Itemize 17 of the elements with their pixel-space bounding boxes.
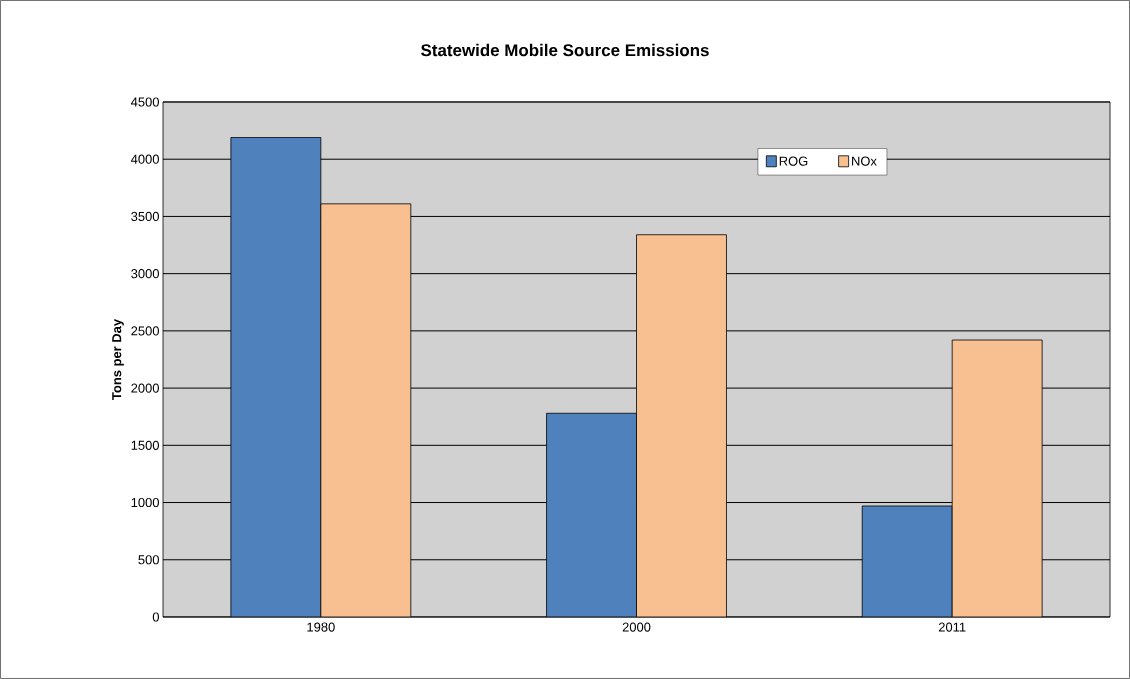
y-tick-label: 4500 (130, 97, 159, 107)
x-tick-label: 2000 (622, 622, 651, 632)
y-tick-label: 3500 (131, 211, 159, 222)
y-tick-label: 500 (138, 555, 159, 565)
y-tick-label: 4000 (130, 154, 159, 164)
y-tick-label: 1000 (131, 497, 159, 508)
legend-label: NOx (852, 156, 877, 166)
x-tick-label: 2011 (938, 622, 966, 632)
y-axis-title: Tons per Day (112, 319, 124, 400)
y-tick-label: 2000 (131, 383, 159, 393)
y-tick-label: 3000 (131, 269, 159, 279)
y-tick-label: 0 (152, 612, 159, 622)
x-tick-label: 1980 (307, 622, 335, 632)
legend-label: ROG (779, 156, 808, 166)
y-tick-label: 2500 (131, 326, 159, 336)
chart-title: Statewide Mobile Source Emissions (421, 43, 709, 57)
y-tick-label: 1500 (131, 440, 159, 450)
